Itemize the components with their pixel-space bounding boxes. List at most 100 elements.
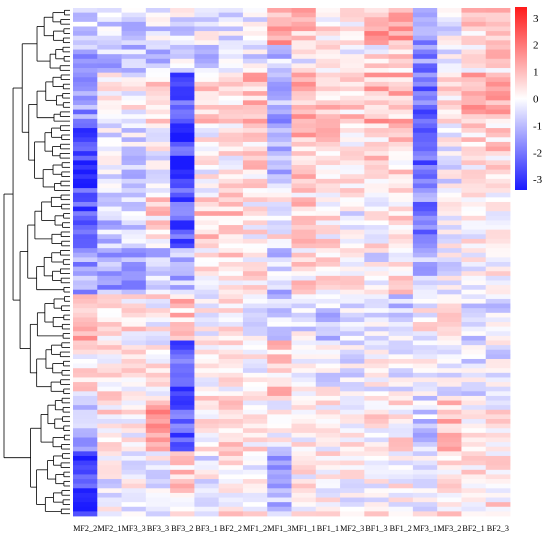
heatmap-cell bbox=[364, 63, 390, 69]
heatmap-cell bbox=[194, 465, 220, 471]
heatmap-cell bbox=[291, 257, 317, 263]
heatmap-cell bbox=[194, 31, 220, 37]
heatmap-cell bbox=[315, 211, 341, 217]
heatmap-cell bbox=[315, 506, 341, 512]
heatmap-cell bbox=[218, 386, 244, 392]
heatmap-cell bbox=[340, 95, 365, 101]
heatmap-cell bbox=[364, 442, 390, 448]
heatmap-cell bbox=[364, 160, 390, 166]
heatmap-cell bbox=[437, 409, 462, 415]
heatmap-cell bbox=[170, 363, 195, 369]
heatmap-cell bbox=[291, 137, 317, 143]
heatmap-cell bbox=[388, 280, 414, 286]
heatmap-cell bbox=[364, 382, 390, 388]
heatmap-cell bbox=[291, 358, 317, 364]
heatmap-cell bbox=[170, 63, 195, 69]
heatmap-cell bbox=[218, 257, 244, 263]
heatmap-cell bbox=[485, 483, 511, 489]
heatmap-cell bbox=[145, 91, 171, 97]
legend-tick-label: 0 bbox=[533, 94, 539, 106]
heatmap-cell bbox=[242, 31, 268, 37]
heatmap-cell bbox=[315, 160, 341, 166]
heatmap-cell bbox=[437, 442, 462, 448]
heatmap-cell bbox=[73, 354, 98, 360]
heatmap-cell bbox=[485, 469, 511, 475]
heatmap-cell bbox=[170, 188, 195, 194]
heatmap-cell bbox=[121, 86, 147, 92]
heatmap-cell bbox=[73, 377, 98, 383]
heatmap-cell bbox=[121, 109, 147, 115]
heatmap-cell bbox=[485, 298, 511, 304]
heatmap-cell bbox=[267, 114, 292, 120]
heatmap-cell bbox=[218, 40, 244, 46]
heatmap-cell bbox=[170, 12, 195, 18]
heatmap-cell bbox=[461, 44, 487, 50]
heatmap-cell bbox=[412, 91, 438, 97]
heatmap-cell bbox=[97, 437, 122, 443]
heatmap-cell bbox=[340, 211, 365, 217]
heatmap-cell bbox=[461, 294, 487, 300]
heatmap-cell bbox=[97, 21, 122, 27]
column-label: MF2_2 bbox=[73, 524, 97, 533]
heatmap-cell bbox=[340, 137, 365, 143]
heatmap-cell bbox=[291, 54, 317, 60]
heatmap-cell bbox=[485, 243, 511, 249]
heatmap-cell bbox=[242, 312, 268, 318]
heatmap-cell bbox=[461, 238, 487, 244]
heatmap-cell bbox=[194, 114, 220, 120]
heatmap-cell bbox=[97, 497, 122, 503]
heatmap-cell bbox=[485, 72, 511, 78]
heatmap-cell bbox=[73, 266, 98, 272]
heatmap-cell bbox=[437, 68, 462, 74]
heatmap-cell bbox=[461, 335, 487, 341]
heatmap-cell bbox=[485, 405, 511, 411]
heatmap-cell bbox=[145, 377, 171, 383]
heatmap-cell bbox=[170, 419, 195, 425]
heatmap-cell bbox=[242, 8, 268, 14]
heatmap-cell bbox=[412, 197, 438, 203]
heatmap-cell bbox=[461, 405, 487, 411]
heatmap-cell bbox=[461, 91, 487, 97]
heatmap-cell bbox=[412, 460, 438, 466]
heatmap-cell bbox=[267, 17, 292, 23]
heatmap-cell bbox=[145, 298, 171, 304]
heatmap-cell bbox=[364, 331, 390, 337]
heatmap-cell bbox=[218, 377, 244, 383]
heatmap-cell bbox=[340, 146, 365, 152]
heatmap-cell bbox=[291, 405, 317, 411]
heatmap-cell bbox=[291, 104, 317, 110]
heatmap-cell bbox=[170, 386, 195, 392]
heatmap-cell bbox=[291, 340, 317, 346]
heatmap-cell bbox=[412, 123, 438, 129]
heatmap-cell bbox=[267, 308, 292, 314]
heatmap-cell bbox=[121, 35, 147, 41]
heatmap-cell bbox=[121, 49, 147, 55]
heatmap-cell bbox=[412, 215, 438, 221]
heatmap-cell bbox=[412, 414, 438, 420]
heatmap-cell bbox=[437, 201, 462, 207]
heatmap-cell bbox=[267, 405, 292, 411]
heatmap-cell bbox=[485, 238, 511, 244]
heatmap-cell bbox=[145, 234, 171, 240]
heatmap-cell bbox=[291, 492, 317, 498]
heatmap-cell bbox=[145, 206, 171, 212]
heatmap-cell bbox=[194, 141, 220, 147]
heatmap-cell bbox=[97, 86, 122, 92]
heatmap-cell bbox=[340, 317, 365, 323]
heatmap-cell bbox=[461, 257, 487, 263]
heatmap-cell bbox=[291, 368, 317, 374]
heatmap-cell bbox=[388, 492, 414, 498]
heatmap-cell bbox=[218, 8, 244, 14]
heatmap-cell bbox=[437, 206, 462, 212]
heatmap-cell bbox=[145, 312, 171, 318]
heatmap-cell bbox=[461, 197, 487, 203]
heatmap-cell bbox=[267, 128, 292, 134]
heatmap-cell bbox=[315, 326, 341, 332]
heatmap-cell bbox=[194, 308, 220, 314]
heatmap-cell bbox=[121, 252, 147, 258]
heatmap-cell bbox=[437, 95, 462, 101]
heatmap-cell bbox=[291, 442, 317, 448]
heatmap-cell bbox=[218, 400, 244, 406]
heatmap-cell bbox=[218, 428, 244, 434]
heatmap-cell bbox=[97, 12, 122, 18]
